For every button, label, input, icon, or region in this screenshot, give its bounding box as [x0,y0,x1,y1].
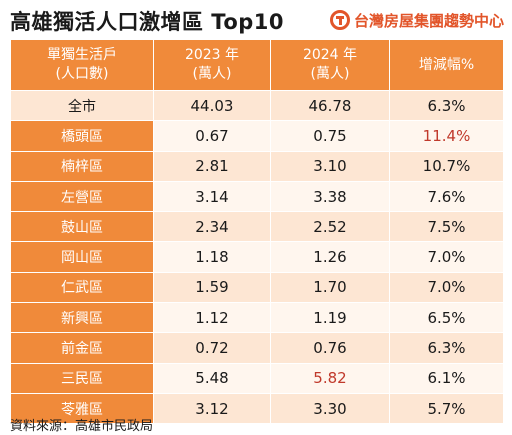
table-row-total: 全市 44.03 46.78 6.3% [10,89,504,122]
cell-growth: 7.5% [389,211,504,243]
table-header-row: 單獨生活戶 (人口數) 2023 年 (萬人) 2024 年 (萬人) 增減幅% [10,39,504,91]
brand: 台灣房屋集團趨勢中心 [329,9,504,31]
cell-growth: 6.3% [389,332,504,364]
cell-growth: 5.7% [389,392,504,425]
cell-city: 全市 [10,89,154,122]
cell-growth: 10.7% [389,150,504,182]
cell-2023: 2.81 [153,150,271,182]
cell-2023: 3.12 [153,392,271,425]
table-row: 岡山區 1.18 1.26 7.0% [10,241,504,273]
source-note: 資料來源：高雄市民政局 [10,419,154,434]
column-header-city: 單獨生活戶 (人口數) [10,39,154,91]
table-row: 仁武區 1.59 1.70 7.0% [10,271,504,304]
cell-2024: 1.26 [270,241,390,273]
cell-city: 左營區 [10,180,154,213]
cell-city: 鼓山區 [10,211,154,243]
cell-2024: 3.10 [270,150,390,182]
cell-growth: 7.0% [389,241,504,273]
column-header-2024-line2: (萬人) [310,66,350,82]
page-title: 高雄獨活人口激增區 Top10 [10,10,285,34]
cell-city: 橋頭區 [10,120,154,152]
column-header-2023-line1: 2023 年 [184,47,240,63]
table-row: 新興區 1.12 1.19 6.5% [10,302,504,334]
table-row: 前金區 0.72 0.76 6.3% [10,332,504,364]
table-row: 左營區 3.14 3.38 7.6% [10,180,504,213]
brand-name: 台灣房屋集團趨勢中心 [353,11,504,30]
cell-growth: 6.1% [389,362,504,394]
table-row: 楠梓區 2.81 3.10 10.7% [10,150,504,182]
cell-2023: 1.59 [153,271,271,304]
cell-2023: 5.48 [153,362,271,394]
cell-city: 三民區 [10,362,154,394]
column-header-2024-line1: 2024 年 [302,47,358,63]
table-row: 橋頭區 0.67 0.75 11.4% [10,120,504,152]
cell-growth: 6.3% [389,89,504,122]
cell-city: 新興區 [10,302,154,334]
cell-2023: 0.67 [153,120,271,152]
cell-city: 楠梓區 [10,150,154,182]
cell-2023: 2.34 [153,211,271,243]
cell-2024: 5.82 [270,362,390,394]
table-row: 三民區 5.48 5.82 6.1% [10,362,504,394]
cell-2024: 0.75 [270,120,390,152]
cell-2024: 3.38 [270,180,390,213]
cell-growth: 6.5% [389,302,504,334]
column-header-2024: 2024 年 (萬人) [270,39,390,91]
data-table: 單獨生活戶 (人口數) 2023 年 (萬人) 2024 年 (萬人) 增減幅%… [10,39,504,425]
cell-2024: 3.30 [270,392,390,425]
column-header-2023: 2023 年 (萬人) [153,39,271,91]
cell-2024: 0.76 [270,332,390,364]
taiwan-realty-logo-icon [329,10,350,30]
header: 高雄獨活人口激增區 Top10 台灣房屋集團趨勢中心 [0,0,512,38]
cell-2024: 1.19 [270,302,390,334]
cell-growth: 7.6% [389,180,504,213]
cell-2023: 0.72 [153,332,271,364]
cell-2023: 1.12 [153,302,271,334]
cell-city: 前金區 [10,332,154,364]
column-header-growth: 增減幅% [389,39,504,91]
cell-city: 岡山區 [10,241,154,273]
cell-2023: 44.03 [153,89,271,122]
table-row: 鼓山區 2.34 2.52 7.5% [10,211,504,243]
cell-growth: 7.0% [389,271,504,304]
column-header-city-line2: (人口數) [55,66,109,82]
cell-2023: 3.14 [153,180,271,213]
cell-growth: 11.4% [389,120,504,152]
cell-2024: 1.70 [270,271,390,304]
column-header-city-line1: 單獨生活戶 [47,47,117,63]
cell-city: 苓雅區 [10,392,154,425]
cell-2024: 2.52 [270,211,390,243]
table-row: 苓雅區 3.12 3.30 5.7% [10,392,504,425]
cell-2023: 1.18 [153,241,271,273]
column-header-2023-line2: (萬人) [192,66,232,82]
cell-city: 仁武區 [10,271,154,304]
cell-2024: 46.78 [270,89,390,122]
